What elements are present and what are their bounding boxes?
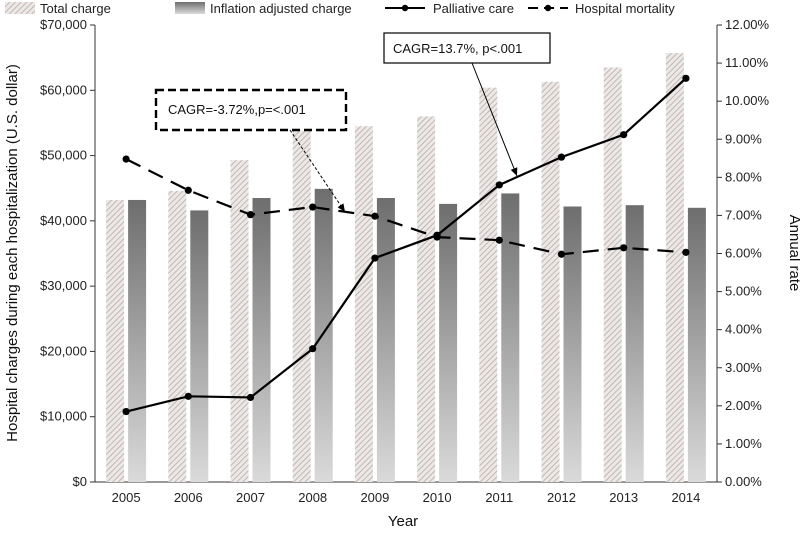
total-charge-bar [665, 53, 684, 483]
inflation-adjusted-bar [625, 205, 644, 482]
palliative-care-point [309, 345, 317, 353]
total-charge-bar [230, 160, 249, 483]
hospital-mortality-point [433, 233, 441, 241]
palliative-care-line [125, 77, 687, 413]
palliative-care-point [122, 407, 130, 416]
x-axis-ticks: 2005 2006 2007 2008 2009 2010 2011 2012 2013 2014 [112, 490, 701, 505]
inflation-adjusted-bar [314, 188, 333, 483]
legend-label-hospital-mortality: Hospital mortality [575, 1, 675, 16]
inflation-adjusted-bar [376, 198, 395, 482]
y-tick-label: $10,000 [40, 409, 87, 424]
inflation-adjusted-bar [687, 207, 706, 483]
x-tick-label: 2008 [298, 490, 327, 505]
y-tick-label: $20,000 [40, 343, 87, 358]
x-axis-title: Year [388, 513, 418, 530]
hospital-mortality-point [371, 212, 379, 220]
hospital-mortality-point [309, 203, 317, 211]
annotation-mortality-cagr: CAGR=-3.72%,p=<.001 [154, 88, 348, 213]
y2-tick-label: 6.00% [725, 246, 762, 261]
legend-label-total-charge: Total charge [40, 1, 111, 16]
hospital-mortality-point [122, 155, 130, 163]
y-tick-label: $60,000 [40, 82, 87, 97]
legend-label-inflation-adjusted: Inflation adjusted charge [210, 1, 352, 16]
palliative-care-point [184, 392, 192, 400]
x-tick-label: 2007 [236, 490, 265, 505]
total-charge-bar [106, 199, 125, 483]
total-charge-bar [417, 116, 436, 483]
hospital-mortality-series [122, 155, 690, 258]
y2-tick-label: 2.00% [725, 398, 762, 413]
total-charge-bar [354, 126, 373, 482]
legend-swatch-palliative-care [385, 4, 425, 12]
x-tick-label: 2006 [174, 490, 203, 505]
x-tick-label: 2009 [360, 490, 389, 505]
inflation-adjusted-bar [439, 203, 458, 482]
y-axis-title: Hospital charges during each hospitaliza… [4, 64, 21, 442]
inflation-adjusted-bar [190, 210, 209, 482]
svg-text:CAGR=13.7%, p<.001: CAGR=13.7%, p<.001 [393, 41, 522, 56]
legend: Total charge Inflation adjusted charge P… [5, 1, 675, 16]
inflation-adjusted-bar [128, 199, 147, 483]
legend-swatch-total-charge [5, 2, 35, 14]
y2-tick-label: 3.00% [725, 360, 762, 375]
x-tick-label: 2013 [609, 490, 638, 505]
x-tick-label: 2010 [423, 490, 452, 505]
hospital-mortality-point [495, 236, 503, 244]
svg-text:CAGR=-3.72%,p=<.001: CAGR=-3.72%,p=<.001 [168, 102, 306, 117]
annotation-palliative-cagr: CAGR=13.7%, p<.001 [383, 32, 551, 177]
hospital-mortality-point [246, 211, 255, 219]
palliative-care-point [682, 74, 690, 82]
total-charge-bar [541, 81, 560, 482]
hospital-mortality-point [557, 250, 566, 258]
inflation-adjusted-bar [501, 193, 520, 483]
palliative-care-point [246, 393, 255, 402]
y2-tick-label: 5.00% [725, 284, 762, 299]
palliative-care-point [495, 181, 503, 189]
total-charge-bar [292, 130, 311, 482]
x-tick-label: 2005 [112, 490, 141, 505]
hospital-mortality-point [682, 248, 690, 256]
y-tick-label: $50,000 [40, 148, 87, 163]
legend-swatch-inflation-adjusted [175, 2, 205, 14]
hospital-mortality-point [620, 244, 628, 252]
total-charge-bar [603, 67, 622, 482]
total-charge-bar [168, 190, 187, 482]
y-tick-label: $0 [73, 474, 87, 489]
x-tick-label: 2012 [547, 490, 576, 505]
right-axis-ticks: 0.00% 1.00% 2.00% 3.00% 4.00% 5.00% 6.00% 7.00%… [717, 17, 770, 489]
y2-axis-title: Annual rate [786, 215, 800, 292]
y2-tick-label: 12.00% [725, 17, 770, 32]
y-tick-label: $70,000 [40, 17, 87, 32]
y2-tick-label: 1.00% [725, 436, 762, 451]
y2-tick-label: 4.00% [725, 322, 762, 337]
hospital-mortality-line [125, 158, 686, 256]
palliative-care-point [557, 153, 566, 161]
y2-tick-label: 10.00% [725, 93, 770, 108]
palliative-care-point [371, 254, 379, 262]
legend-swatch-hospital-mortality [528, 4, 568, 12]
y-tick-label: $40,000 [40, 213, 87, 228]
total-charge-bar [479, 87, 498, 482]
y2-tick-label: 9.00% [725, 131, 762, 146]
inflation-adjusted-bar [252, 198, 271, 482]
y2-tick-label: 11.00% [725, 55, 769, 70]
y2-tick-label: 0.00% [725, 474, 762, 489]
hospital-mortality-point [184, 186, 192, 194]
left-axis-ticks: $0 $10,000 $20,000 $30,000 $40,000 $50,000 $60… [40, 17, 95, 489]
x-tick-label: 2014 [671, 490, 700, 505]
inflation-adjusted-bar [563, 206, 582, 482]
x-tick-label: 2011 [485, 490, 513, 505]
y-tick-label: $30,000 [40, 278, 87, 293]
palliative-care-point [620, 131, 628, 139]
y2-tick-label: 8.00% [725, 169, 762, 184]
y2-tick-label: 7.00% [725, 207, 762, 222]
legend-label-palliative-care: Palliative care [433, 1, 514, 16]
inflation-adjusted-bars [128, 188, 706, 483]
